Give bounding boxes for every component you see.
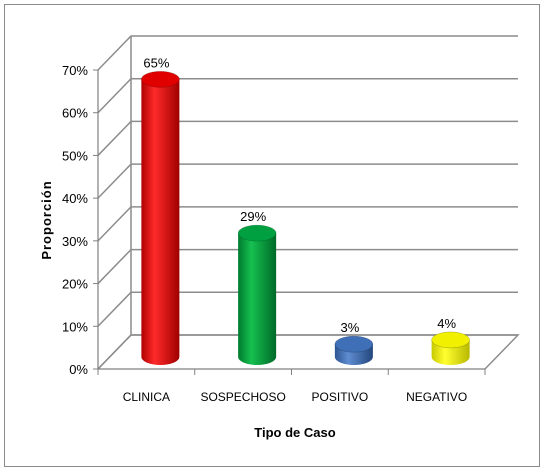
x-tick-label: CLINICA (123, 390, 170, 404)
bar-body (141, 79, 180, 365)
y-tick-label: 50% (62, 148, 88, 163)
bars (141, 71, 470, 365)
y-tick-label: 10% (62, 319, 88, 334)
gridlines (97, 35, 520, 370)
y-tick-label: 20% (62, 277, 88, 292)
data-label: 4% (437, 316, 456, 331)
floor (97, 334, 520, 370)
data-label: 3% (340, 320, 359, 335)
axes (93, 69, 486, 375)
x-tick-label: NEGATIVO (406, 390, 467, 404)
bar-top (237, 224, 277, 242)
y-tick-label: 70% (62, 63, 88, 78)
bar-positivo (334, 335, 374, 365)
bar-negativo (431, 331, 470, 365)
labels: 0% 10% 20% 30% 40% 50% 60% 70% 65% CLINICA 29% SOSP… (62, 55, 467, 404)
bar-clinica (141, 71, 180, 365)
bar-top (431, 331, 470, 349)
bar-top (334, 335, 374, 353)
x-tick-label: POSITIVO (312, 390, 369, 404)
y-axis-title: Proporción (39, 180, 54, 259)
data-label: 65% (143, 55, 169, 70)
y-tick-label: 30% (62, 234, 88, 249)
x-tick-label: SOSPECHOSO (200, 390, 285, 404)
y-tick-label: 60% (62, 106, 88, 121)
data-label: 29% (240, 209, 266, 224)
bar-sospechoso (237, 224, 277, 365)
y-tick-label: 0% (69, 362, 88, 377)
bar-top (141, 71, 180, 88)
y-tick-label: 40% (62, 191, 88, 206)
x-axis-title: Tipo de Caso (254, 425, 335, 440)
bar-body (238, 233, 277, 365)
